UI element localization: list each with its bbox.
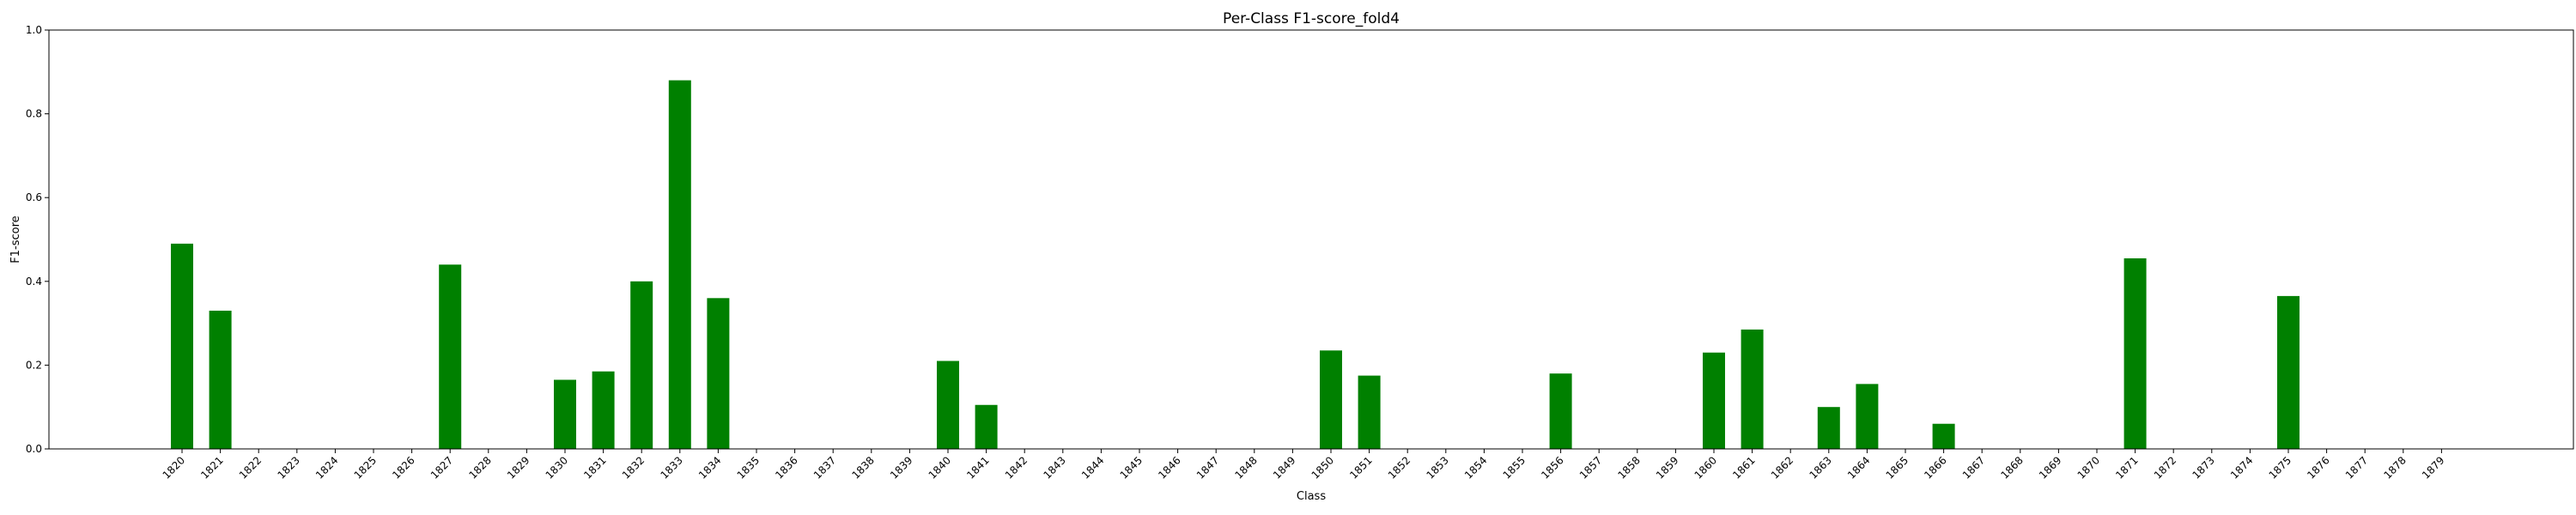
x-tick-label: 1843 [1041, 454, 1067, 481]
x-tick-label: 1831 [581, 454, 608, 481]
bar-1871 [2123, 258, 2147, 449]
x-tick-label: 1839 [888, 454, 914, 481]
x-tick-label: 1840 [927, 454, 953, 481]
x-tick-label: 1847 [1194, 454, 1221, 481]
bar-1827 [439, 264, 462, 449]
bar-1820 [171, 243, 193, 449]
x-tick-label: 1862 [1769, 454, 1795, 481]
x-tick-label: 1866 [1922, 454, 1948, 481]
x-tick-label: 1848 [1232, 454, 1259, 481]
x-tick-label: 1868 [1998, 454, 2025, 481]
bars-group [171, 80, 2300, 449]
bar-1833 [668, 80, 691, 449]
x-tick-label: 1842 [1003, 454, 1030, 481]
y-tick-label: 0.4 [26, 276, 42, 288]
x-tick-label: 1869 [2037, 454, 2063, 481]
bar-1851 [1358, 375, 1381, 449]
bar-1861 [1741, 329, 1764, 449]
bar-1832 [630, 281, 653, 449]
bar-1875 [2277, 295, 2300, 449]
x-tick-label: 1859 [1654, 454, 1680, 481]
x-tick-label: 1860 [1692, 454, 1719, 481]
x-tick-label: 1863 [1807, 454, 1833, 481]
x-tick-label: 1822 [237, 454, 264, 481]
bar-1850 [1320, 350, 1342, 449]
bar-1840 [937, 360, 959, 449]
x-tick-label: 1841 [964, 454, 991, 481]
x-tick-label: 1829 [505, 454, 532, 481]
x-tick-label: 1836 [773, 454, 799, 481]
y-tick-label: 0.6 [26, 191, 42, 203]
x-tick-label: 1823 [275, 454, 301, 481]
x-tick-label: 1853 [1424, 454, 1450, 481]
x-tick-label: 1837 [811, 454, 838, 481]
y-axis-label: F1-score [9, 215, 22, 263]
x-tick-label: 1865 [1884, 454, 1911, 481]
x-tick-label: 1838 [849, 454, 876, 481]
x-tick-label: 1878 [2381, 454, 2408, 481]
x-tick-label: 1845 [1118, 454, 1145, 481]
bar-1866 [1932, 423, 1955, 449]
x-tick-label: 1824 [313, 454, 340, 481]
x-tick-label: 1828 [466, 454, 493, 481]
bar-1863 [1817, 407, 1840, 449]
x-tick-label: 1850 [1309, 454, 1336, 481]
bar-1830 [554, 379, 576, 449]
x-tick-label: 1830 [544, 454, 570, 481]
x-tick-label: 1852 [1386, 454, 1413, 481]
bar-1860 [1703, 352, 1725, 449]
x-axis: 1820 1821 1822 1823 1824 1825 1826 1827 1828 1829… [161, 449, 2447, 482]
x-tick-label: 1854 [1462, 454, 1489, 481]
bar-1831 [592, 371, 615, 449]
x-tick-label: 1870 [2075, 454, 2102, 481]
x-tick-label: 1827 [428, 454, 455, 481]
y-axis: 0.0 0.2 0.4 0.6 0.8 1.0 [26, 24, 49, 455]
x-tick-label: 1826 [390, 454, 416, 481]
x-tick-label: 1855 [1501, 454, 1528, 481]
x-tick-label: 1849 [1271, 454, 1297, 481]
x-tick-label: 1875 [2267, 454, 2293, 481]
bar-1856 [1549, 373, 1572, 449]
x-tick-label: 1856 [1539, 454, 1565, 481]
x-tick-label: 1833 [658, 454, 684, 481]
x-tick-label: 1872 [2152, 454, 2178, 481]
plot-frame [48, 29, 2574, 450]
y-tick-label: 1.0 [26, 24, 42, 36]
bar-1834 [707, 298, 730, 449]
bar-1841 [975, 404, 998, 449]
x-tick-label: 1876 [2305, 454, 2331, 481]
chart-title: Per-Class F1-score_fold4 [1223, 10, 1400, 27]
x-tick-label: 1821 [198, 454, 225, 481]
x-tick-label: 1867 [1960, 454, 1987, 481]
bar-1864 [1856, 384, 1879, 449]
y-tick-label: 0.0 [26, 443, 42, 455]
x-tick-label: 1844 [1079, 454, 1106, 481]
x-tick-label: 1874 [2228, 454, 2255, 481]
y-tick-label: 0.8 [26, 108, 42, 120]
x-tick-label: 1871 [2113, 454, 2140, 481]
x-tick-label: 1835 [735, 454, 762, 481]
x-tick-label: 1825 [352, 454, 379, 481]
x-tick-label: 1861 [1730, 454, 1757, 481]
x-tick-label: 1834 [696, 454, 723, 481]
x-tick-label: 1851 [1347, 454, 1374, 481]
x-tick-label: 1820 [161, 454, 187, 481]
y-tick-label: 0.2 [26, 359, 42, 371]
bar-1821 [209, 310, 232, 449]
x-tick-label: 1879 [2420, 454, 2446, 481]
x-tick-label: 1858 [1615, 454, 1642, 481]
x-tick-label: 1832 [620, 454, 647, 481]
x-tick-label: 1857 [1577, 454, 1604, 481]
x-tick-label: 1846 [1156, 454, 1182, 481]
x-axis-label: Class [1297, 490, 1326, 503]
x-tick-label: 1873 [2190, 454, 2216, 481]
x-tick-label: 1877 [2343, 454, 2370, 481]
x-tick-label: 1864 [1845, 454, 1872, 481]
